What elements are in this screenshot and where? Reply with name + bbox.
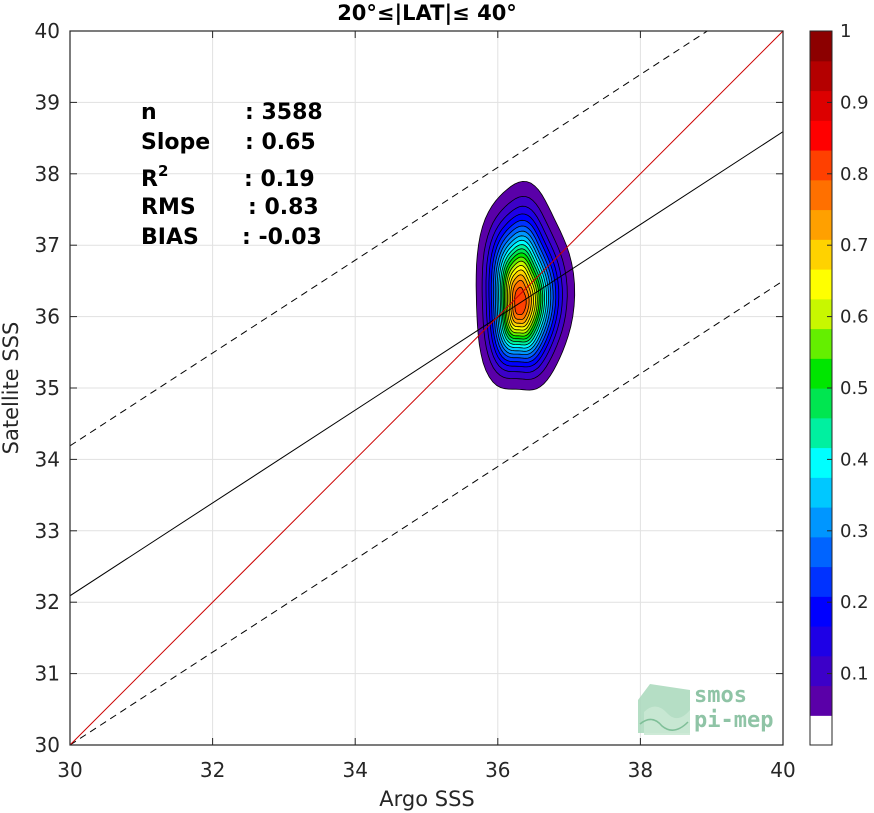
colorbar-tick-label: 0.5	[840, 378, 869, 399]
chart-title: 20°≤|LAT|≤ 40°	[337, 1, 517, 26]
stat-label-rms: RMS	[141, 195, 196, 220]
logo-text-smos: smos	[694, 683, 747, 708]
x-tick-label: 30	[57, 758, 82, 782]
colorbar-tick-label: 0.1	[840, 664, 869, 685]
identity-line	[70, 31, 783, 745]
colorbar-tick-label: 0.7	[840, 235, 869, 256]
colorbar-tick-label: 1	[840, 21, 851, 42]
colorbar-segment	[810, 209, 832, 240]
y-tick-label: 30	[35, 733, 60, 757]
stat-label-n: n	[141, 100, 157, 125]
stat-label-slope: Slope	[141, 130, 210, 155]
regression-line	[70, 131, 783, 597]
stat-label-bias: BIAS	[141, 225, 199, 250]
reference-lines	[70, 31, 783, 745]
colorbar-segment	[810, 477, 832, 508]
x-axis-ticks: 30 32 34 36 38 40	[57, 31, 796, 782]
y-axis-label: Satellite SSS	[0, 322, 23, 455]
colorbar-segment	[810, 120, 832, 151]
colorbar-segment	[810, 328, 832, 359]
colorbar-segment	[810, 90, 832, 121]
colorbar-segment	[810, 447, 832, 478]
smos-pimep-logo: smos pi-mep	[638, 683, 773, 735]
x-axis-label: Argo SSS	[379, 787, 474, 811]
colorbar-tick-label: 0.6	[840, 307, 869, 328]
contour-level-19	[514, 286, 527, 316]
colorbar-segment	[810, 239, 832, 270]
stat-value-n: : 3588	[245, 100, 323, 125]
y-tick-label: 31	[35, 662, 60, 686]
colorbar-segment	[810, 31, 832, 62]
y-tick-label: 37	[35, 233, 60, 257]
y-tick-label: 35	[35, 376, 60, 400]
colorbar-segment	[810, 60, 832, 92]
colorbar-segment	[810, 179, 832, 211]
y-tick-label: 40	[35, 19, 60, 43]
x-tick-label: 38	[628, 758, 653, 782]
colorbar-tick-label: 0.8	[840, 164, 869, 185]
colorbar-segment	[810, 715, 832, 746]
colorbar-segment	[810, 269, 832, 300]
logo-text-pimep: pi-mep	[694, 708, 773, 733]
grid-lines	[69, 30, 784, 746]
upper-dashed-line	[70, 31, 709, 447]
logo-graphic-icon	[638, 684, 690, 735]
colorbar-segment	[810, 417, 832, 449]
colorbar-segment	[810, 536, 832, 568]
colorbar-segment	[810, 655, 832, 687]
colorbar-segment	[810, 566, 832, 597]
colorbar-segment	[810, 507, 832, 538]
lower-dashed-line	[70, 280, 783, 745]
y-axis-ticks: 30 31 32 33 34 35 36 37 38 39 40	[35, 19, 783, 757]
x-tick-label: 40	[770, 758, 795, 782]
colorbar-tick-label: 0.4	[840, 449, 869, 470]
colorbar: 0.1 0.2 0.3 0.4 0.5 0.6 0.7 0.8 0.9 1	[809, 21, 869, 746]
colorbar-segment	[810, 388, 832, 419]
stat-value-bias: : -0.03	[242, 225, 322, 250]
colorbar-segment	[810, 626, 832, 657]
y-tick-label: 36	[35, 305, 60, 329]
x-tick-label: 36	[485, 758, 510, 782]
colorbar-segment	[810, 685, 832, 716]
x-tick-label: 34	[342, 758, 367, 782]
y-tick-label: 32	[35, 590, 60, 614]
y-tick-label: 39	[35, 90, 60, 114]
y-tick-label: 33	[35, 519, 60, 543]
stat-value-r: : 0.19	[244, 167, 315, 192]
colorbar-tick-label: 0.2	[840, 592, 869, 613]
colorbar-tick-label: 0.9	[840, 92, 869, 113]
density-contours	[475, 180, 576, 391]
stat-value-slope: : 0.65	[245, 130, 316, 155]
y-tick-label: 34	[35, 447, 60, 471]
colorbar-segment	[810, 596, 832, 627]
y-tick-label: 38	[35, 162, 60, 186]
colorbar-segment	[810, 358, 832, 389]
x-tick-label: 32	[200, 758, 225, 782]
colorbar-segment	[810, 150, 832, 181]
stat-value-rms: : 0.83	[248, 195, 319, 220]
colorbar-tick-label: 0.3	[840, 521, 869, 542]
colorbar-segment	[810, 298, 832, 330]
